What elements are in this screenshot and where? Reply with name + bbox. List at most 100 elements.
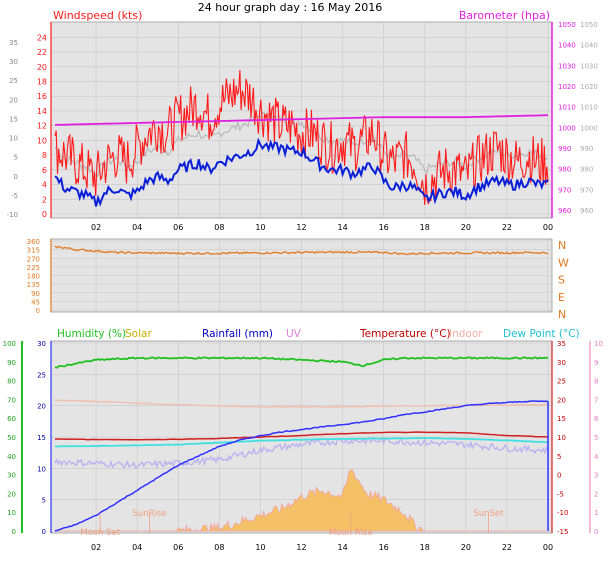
temperature-tick-label: 30 xyxy=(557,359,566,367)
baro-right-outer-tick-label: 1000 xyxy=(580,124,598,132)
baro-right-outer-tick-label: 980 xyxy=(580,166,593,174)
wind-left-tick-label: 8 xyxy=(42,151,47,160)
solar-legend-label: Solar xyxy=(125,328,152,340)
wind-x-tick-label: 08 xyxy=(214,223,224,232)
baro-right-tick-label: 1040 xyxy=(558,42,576,50)
moonrise-annotation: Moon Rise xyxy=(329,528,373,538)
uv-tick-label: 5 xyxy=(594,434,598,442)
wind-left-tick-label: 16 xyxy=(37,92,47,101)
sunrise-annotation: SunRise xyxy=(132,509,166,519)
wind-left-outer-tick-label: -5 xyxy=(11,192,18,200)
baro-right-tick-label: 980 xyxy=(558,166,571,174)
wind-left-tick-label: 18 xyxy=(37,78,47,87)
baro-right-outer-tick-label: 1030 xyxy=(580,62,598,70)
weather-x-tick-label: 14 xyxy=(337,543,347,552)
weather-x-tick-label: 02 xyxy=(91,543,101,552)
dir-compass-letter: E xyxy=(558,291,565,304)
humidity-tick-label: 40 xyxy=(7,453,16,461)
baro-right-outer-tick-label: 970 xyxy=(580,186,593,194)
baro-right-outer-tick-label: 1040 xyxy=(580,42,598,50)
wind-left-outer-tick-label: 35 xyxy=(9,39,18,47)
wind-left-tick-label: 22 xyxy=(37,48,47,57)
humidity-tick-label: 0 xyxy=(12,528,16,536)
wind-direction-series xyxy=(54,245,549,256)
weather-panel: Humidity (%)Solar Rainfall (mm) UV Temperat… xyxy=(3,328,603,552)
baro-right-tick-label: 1000 xyxy=(558,124,576,132)
weather-x-tick-label: 22 xyxy=(502,543,512,552)
weather-x-tick-label: 10 xyxy=(255,543,265,552)
humidity-series xyxy=(54,356,549,369)
wind-x-tick-label: 00 xyxy=(543,223,553,232)
temperature-series xyxy=(55,431,549,441)
wind-x-tick-label: 14 xyxy=(337,223,347,232)
chart-title: 24 hour graph day : 16 May 2016 xyxy=(198,1,383,14)
temperature-tick-label: 25 xyxy=(557,378,566,386)
dewpoint-legend-label: Dew Point (°C) xyxy=(503,328,580,340)
weather-x-tick-label: 00 xyxy=(543,543,553,552)
wind-left-tick-label: 2 xyxy=(42,195,47,204)
dir-compass-letter: N xyxy=(558,308,566,321)
baro-right-outer-tick-label: 990 xyxy=(580,145,593,153)
temperature-tick-label: -15 xyxy=(557,528,568,536)
humidity-tick-label: 20 xyxy=(7,490,16,498)
dir-left-tick-label: 315 xyxy=(27,247,40,255)
dir-compass-letter: N xyxy=(558,239,566,252)
humidity-tick-label: 90 xyxy=(7,359,16,367)
humidity-tick-label: 50 xyxy=(7,434,16,442)
baro-right-tick-label: 1020 xyxy=(558,83,576,91)
uv-tick-label: 7 xyxy=(594,396,598,404)
temperature-tick-label: -10 xyxy=(557,509,568,517)
rainfall-tick-label: 5 xyxy=(42,497,46,505)
wind-left-tick-label: 14 xyxy=(37,107,47,116)
humidity-tick-label: 80 xyxy=(7,378,16,386)
temperature-legend-label: Temperature (°C) xyxy=(359,328,451,340)
rainfall-tick-label: 0 xyxy=(42,528,46,536)
wind-left-tick-label: 10 xyxy=(37,136,47,145)
temperature-tick-label: 0 xyxy=(557,472,561,480)
temperature-tick-label: 5 xyxy=(557,453,561,461)
rainfall-tick-label: 10 xyxy=(37,465,46,473)
uv-tick-label: 8 xyxy=(594,378,598,386)
wind-panel: Windspeed (kts) Barometer (hpa) 35302520… xyxy=(7,9,598,232)
wind-left-tick-label: 4 xyxy=(42,181,47,190)
wind-grey-series xyxy=(54,111,549,178)
uv-tick-label: 9 xyxy=(594,359,598,367)
temperature-tick-label: 15 xyxy=(557,415,566,423)
humidity-tick-label: 70 xyxy=(7,396,16,404)
baro-right-tick-label: 1010 xyxy=(558,104,576,112)
dir-left-tick-label: 180 xyxy=(27,273,40,281)
uv-legend-label: UV xyxy=(286,328,302,340)
dir-compass-letter: S xyxy=(558,274,565,287)
indoor-legend-label: Indoor xyxy=(449,328,483,340)
dir-left-tick-label: 135 xyxy=(27,281,40,289)
rainfall-legend-label: Rainfall (mm) xyxy=(202,328,273,340)
barometer-axis-label: Barometer (hpa) xyxy=(459,9,550,22)
uv-tick-label: 2 xyxy=(594,490,598,498)
moonset-annotation: Moon Set xyxy=(80,528,120,538)
dir-left-tick-label: 270 xyxy=(27,255,40,263)
weather-x-tick-label: 12 xyxy=(296,543,306,552)
wind-x-tick-label: 06 xyxy=(173,223,183,232)
humidity-tick-label: 30 xyxy=(7,472,16,480)
dir-left-tick-label: 360 xyxy=(27,238,40,246)
baro-right-outer-tick-label: 960 xyxy=(580,207,593,215)
wind-left-outer-tick-label: 0 xyxy=(14,173,18,181)
uv-tick-label: 4 xyxy=(594,453,599,461)
wind-left-tick-label: 12 xyxy=(37,122,47,131)
uv-tick-label: 6 xyxy=(594,415,599,423)
sunset-annotation: SunSet xyxy=(473,509,504,519)
wind-left-outer-tick-label: 15 xyxy=(9,115,18,123)
wind-left-outer-tick-label: -10 xyxy=(7,211,18,219)
wind-x-tick-label: 18 xyxy=(420,223,430,232)
weather-x-tick-label: 18 xyxy=(420,543,430,552)
humidity-tick-label: 10 xyxy=(7,509,16,517)
uv-tick-label: 3 xyxy=(594,472,598,480)
temperature-tick-label: 20 xyxy=(557,396,566,404)
wind-left-outer-tick-label: 30 xyxy=(9,58,18,66)
temperature-tick-label: 35 xyxy=(557,340,566,348)
baro-right-tick-label: 960 xyxy=(558,207,571,215)
rainfall-tick-label: 20 xyxy=(37,403,46,411)
wind-x-tick-label: 20 xyxy=(461,223,471,232)
weather-x-tick-label: 06 xyxy=(173,543,183,552)
